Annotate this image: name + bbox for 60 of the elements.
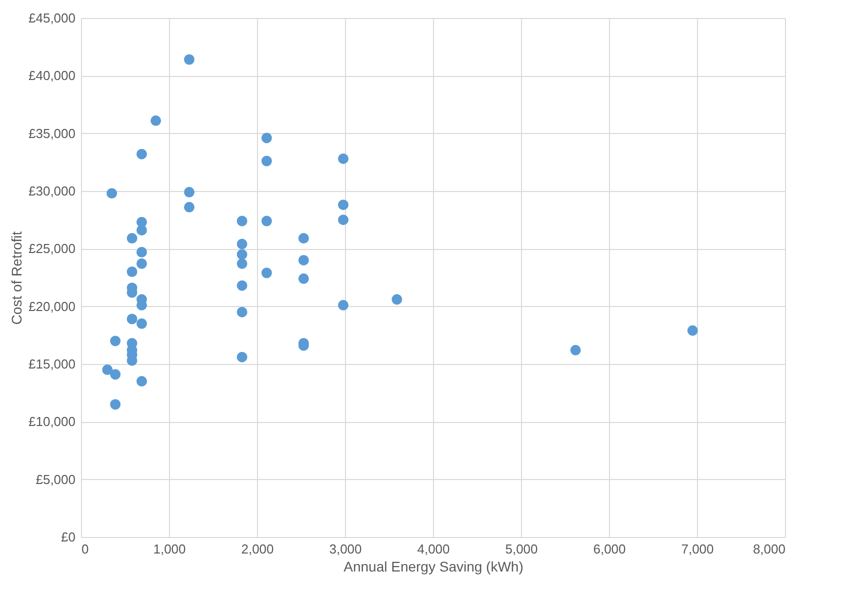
x-axis-title: Annual Energy Saving (kWh) <box>344 558 524 574</box>
x-tick-label: 4,000 <box>417 542 450 556</box>
point <box>136 148 147 160</box>
point <box>298 233 309 244</box>
y-tick-label: £5,000 <box>36 472 76 487</box>
point <box>298 273 309 284</box>
point <box>184 186 194 198</box>
y-axis-title: Cost of Retrofit <box>8 231 25 325</box>
point <box>236 306 248 318</box>
point <box>126 314 138 324</box>
point <box>236 238 248 250</box>
point <box>338 200 348 210</box>
point <box>184 202 194 212</box>
point <box>136 376 147 387</box>
point <box>136 246 147 258</box>
point <box>338 153 348 164</box>
y-tick-label: £45,000 <box>28 10 76 26</box>
y-tick-label: £35,000 <box>28 126 76 141</box>
x-tick-label: 0 <box>82 542 89 556</box>
point <box>110 369 121 380</box>
point <box>338 300 348 310</box>
point <box>236 352 248 362</box>
y-tick-label: £30,000 <box>28 184 76 198</box>
y-tick-label: £15,000 <box>28 356 76 372</box>
point <box>236 216 248 226</box>
point <box>126 266 138 277</box>
point <box>136 318 147 329</box>
point <box>570 344 581 356</box>
point <box>150 115 162 126</box>
point <box>236 258 248 269</box>
y-tick-label: £20,000 <box>28 298 76 314</box>
x-tick-label: 7,000 <box>681 542 714 556</box>
point <box>687 325 698 336</box>
point <box>236 280 248 291</box>
point <box>338 214 348 226</box>
y-tick-label: £0 <box>61 530 76 544</box>
y-tick-label: £25,000 <box>28 241 76 256</box>
point <box>110 399 121 410</box>
y-tick-label: £10,000 <box>28 414 76 430</box>
point <box>110 336 121 346</box>
x-tick-label: 1,000 <box>153 542 186 556</box>
point <box>261 216 272 226</box>
point <box>102 364 113 375</box>
x-tick-label: 8,000 <box>752 542 786 556</box>
point <box>261 132 272 144</box>
x-tick-label: 6,000 <box>593 542 626 556</box>
point <box>184 54 194 65</box>
y-tick-label: £40,000 <box>28 68 76 84</box>
x-tick-label: 2,000 <box>241 542 274 556</box>
point <box>261 156 272 166</box>
point <box>136 258 147 269</box>
point <box>126 233 138 244</box>
x-tick-label: 5,000 <box>505 542 538 556</box>
point <box>106 188 118 199</box>
x-tick-label: 3,000 <box>329 542 362 556</box>
point <box>136 224 147 236</box>
point <box>298 254 309 266</box>
point <box>236 249 248 260</box>
point <box>261 268 272 278</box>
point <box>392 294 402 305</box>
